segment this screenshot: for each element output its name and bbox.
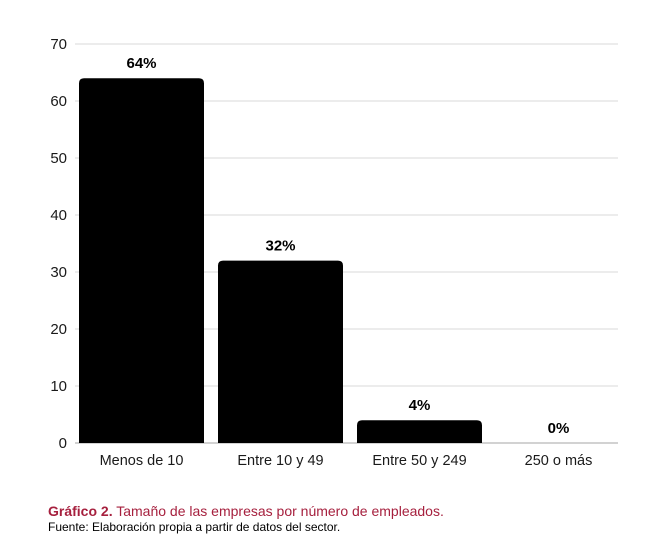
bar — [218, 260, 343, 443]
y-tick-label: 0 — [59, 435, 67, 452]
y-tick-label: 50 — [50, 150, 67, 167]
figure-label: Gráfico 2. — [48, 503, 113, 519]
x-tick-label: 250 o más — [525, 453, 593, 469]
y-tick-label: 10 — [50, 378, 67, 395]
data-label: 0% — [548, 420, 570, 437]
data-label: 32% — [265, 238, 295, 255]
x-tick-label: Menos de 10 — [100, 453, 184, 469]
x-tick-label: Entre 50 y 249 — [372, 453, 466, 469]
y-tick-label: 30 — [50, 264, 67, 281]
figure-caption: Gráfico 2. Tamaño de las empresas por nú… — [48, 503, 648, 535]
caption-title-line: Gráfico 2. Tamaño de las empresas por nú… — [48, 503, 648, 520]
data-label: 4% — [409, 397, 431, 414]
bar — [79, 78, 204, 443]
bar-chart: 0 10 20 30 40 50 60 70 64% Menos de 10 32% Entre 10… — [50, 36, 618, 469]
source-note: Fuente: Elaboración propia a partir de d… — [48, 520, 341, 534]
y-tick-label: 40 — [50, 207, 67, 224]
y-tick-label: 70 — [50, 36, 67, 53]
x-tick-label: Entre 10 y 49 — [237, 453, 323, 469]
y-tick-label: 60 — [50, 93, 67, 110]
data-label: 64% — [126, 55, 156, 72]
bar — [357, 420, 482, 443]
y-tick-label: 20 — [50, 321, 67, 338]
chart-title: Tamaño de las empresas por número de emp… — [116, 503, 444, 519]
